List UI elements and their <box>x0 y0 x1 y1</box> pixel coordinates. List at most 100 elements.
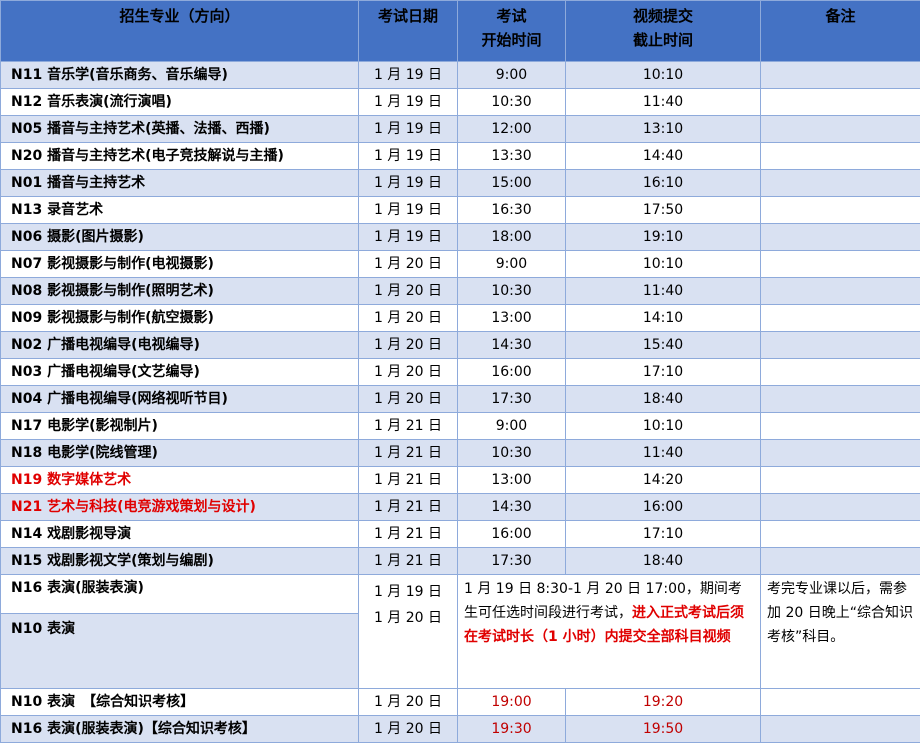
major-cell: N16 表演(服装表演) <box>1 575 359 614</box>
remark-cell <box>761 224 920 251</box>
header-start: 考试开始时间 <box>458 1 566 62</box>
date-cell: 1 月 21 日 <box>359 467 458 494</box>
table-row: N20 播音与主持艺术(电子竞技解说与主播) 1 月 19 日 13:30 14… <box>1 143 920 170</box>
deadline-cell: 18:40 <box>566 386 761 413</box>
major-cell: N15 戏剧影视文学(策划与编剧) <box>1 548 359 575</box>
start-cell: 19:30 <box>458 716 566 743</box>
start-cell: 14:30 <box>458 332 566 359</box>
start-cell: 13:30 <box>458 143 566 170</box>
table-row: N17 电影学(影视制片) 1 月 21 日 9:00 10:10 <box>1 413 920 440</box>
table-row: N08 影视摄影与制作(照明艺术) 1 月 20 日 10:30 11:40 <box>1 278 920 305</box>
deadline-cell: 10:10 <box>566 62 761 89</box>
header-remark: 备注 <box>761 1 920 62</box>
table-row: N15 戏剧影视文学(策划与编剧) 1 月 21 日 17:30 18:40 <box>1 548 920 575</box>
start-cell: 10:30 <box>458 278 566 305</box>
date-cell: 1 月 21 日 <box>359 548 458 575</box>
remark-cell: 考完专业课以后，需参加 20 日晚上“综合知识考核”科目。 <box>761 575 920 689</box>
table-row: N06 摄影(图片摄影) 1 月 19 日 18:00 19:10 <box>1 224 920 251</box>
major-cell: N18 电影学(院线管理) <box>1 440 359 467</box>
major-cell: N05 播音与主持艺术(英播、法播、西播) <box>1 116 359 143</box>
start-cell: 19:00 <box>458 689 566 716</box>
major-cell: N03 广播电视编导(文艺编导) <box>1 359 359 386</box>
deadline-cell: 19:20 <box>566 689 761 716</box>
date-cell: 1 月 20 日 <box>359 386 458 413</box>
date-cell: 1 月 20 日 <box>359 332 458 359</box>
major-cell: N17 电影学(影视制片) <box>1 413 359 440</box>
major-cell: N09 影视摄影与制作(航空摄影) <box>1 305 359 332</box>
remark-cell <box>761 170 920 197</box>
remark-cell <box>761 494 920 521</box>
start-cell: 12:00 <box>458 116 566 143</box>
header-date: 考试日期 <box>359 1 458 62</box>
date-cell: 1 月 19 日 <box>359 224 458 251</box>
major-cell: N16 表演(服装表演)【综合知识考核】 <box>1 716 359 743</box>
remark-cell <box>761 716 920 743</box>
start-cell: 9:00 <box>458 62 566 89</box>
deadline-cell: 19:10 <box>566 224 761 251</box>
remark-cell <box>761 467 920 494</box>
remark-cell <box>761 278 920 305</box>
remark-cell <box>761 197 920 224</box>
date-cell: 1 月 20 日 <box>359 278 458 305</box>
major-cell: N01 播音与主持艺术 <box>1 170 359 197</box>
major-cell: N10 表演 【综合知识考核】 <box>1 689 359 716</box>
deadline-cell: 18:40 <box>566 548 761 575</box>
date-cell: 1 月 20 日 <box>359 716 458 743</box>
deadline-cell: 16:10 <box>566 170 761 197</box>
start-cell: 16:00 <box>458 521 566 548</box>
deadline-cell: 16:00 <box>566 494 761 521</box>
remark-cell <box>761 440 920 467</box>
remark-cell <box>761 251 920 278</box>
exam-window-note: 1 月 19 日 8:30-1 月 20 日 17:00，期间考生可任选时间段进… <box>458 575 761 689</box>
table-row: N14 戏剧影视导演 1 月 21 日 16:00 17:10 <box>1 521 920 548</box>
date-cell: 1 月 19 日 <box>359 62 458 89</box>
date-cell: 1 月 19 日 <box>359 170 458 197</box>
table-row: N04 广播电视编导(网络视听节目) 1 月 20 日 17:30 18:40 <box>1 386 920 413</box>
deadline-cell: 13:10 <box>566 116 761 143</box>
date-cell: 1 月 19 日 <box>359 116 458 143</box>
start-cell: 10:30 <box>458 89 566 116</box>
major-cell: N12 音乐表演(流行演唱) <box>1 89 359 116</box>
table-row: N11 音乐学(音乐商务、音乐编导) 1 月 19 日 9:00 10:10 <box>1 62 920 89</box>
major-cell: N19 数字媒体艺术 <box>1 467 359 494</box>
table-row: N21 艺术与科技(电竞游戏策划与设计) 1 月 21 日 14:30 16:0… <box>1 494 920 521</box>
major-cell: N06 摄影(图片摄影) <box>1 224 359 251</box>
remark-cell <box>761 143 920 170</box>
remark-cell <box>761 89 920 116</box>
date-cell: 1 月 20 日 <box>359 251 458 278</box>
remark-cell <box>761 386 920 413</box>
start-cell: 14:30 <box>458 494 566 521</box>
remark-cell <box>761 116 920 143</box>
major-cell: N10 表演 <box>1 614 359 689</box>
table-row: N10 表演 【综合知识考核】 1 月 20 日 19:00 19:20 <box>1 689 920 716</box>
table-row: N16 表演(服装表演)【综合知识考核】 1 月 20 日 19:30 19:5… <box>1 716 920 743</box>
date-cell: 1 月 21 日 <box>359 413 458 440</box>
date-cell: 1 月 20 日 <box>359 689 458 716</box>
date-cell: 1 月 19 日 <box>359 197 458 224</box>
header-deadline: 视频提交截止时间 <box>566 1 761 62</box>
remark-cell <box>761 332 920 359</box>
table-row: N02 广播电视编导(电视编导) 1 月 20 日 14:30 15:40 <box>1 332 920 359</box>
date-cell: 1 月 21 日 <box>359 494 458 521</box>
remark-cell <box>761 305 920 332</box>
table-row: N09 影视摄影与制作(航空摄影) 1 月 20 日 13:00 14:10 <box>1 305 920 332</box>
major-cell: N07 影视摄影与制作(电视摄影) <box>1 251 359 278</box>
table-row: N19 数字媒体艺术 1 月 21 日 13:00 14:20 <box>1 467 920 494</box>
start-cell: 17:30 <box>458 386 566 413</box>
date-cell: 1 月 20 日 <box>359 305 458 332</box>
remark-cell <box>761 689 920 716</box>
start-cell: 9:00 <box>458 413 566 440</box>
table-row: N01 播音与主持艺术 1 月 19 日 15:00 16:10 <box>1 170 920 197</box>
deadline-cell: 11:40 <box>566 440 761 467</box>
date-cell: 1 月 20 日 <box>359 359 458 386</box>
remark-cell <box>761 548 920 575</box>
major-cell: N08 影视摄影与制作(照明艺术) <box>1 278 359 305</box>
start-cell: 15:00 <box>458 170 566 197</box>
deadline-cell: 14:40 <box>566 143 761 170</box>
major-cell: N13 录音艺术 <box>1 197 359 224</box>
major-cell: N21 艺术与科技(电竞游戏策划与设计) <box>1 494 359 521</box>
start-cell: 16:00 <box>458 359 566 386</box>
start-cell: 9:00 <box>458 251 566 278</box>
date-cell: 1 月 19 日 <box>359 143 458 170</box>
